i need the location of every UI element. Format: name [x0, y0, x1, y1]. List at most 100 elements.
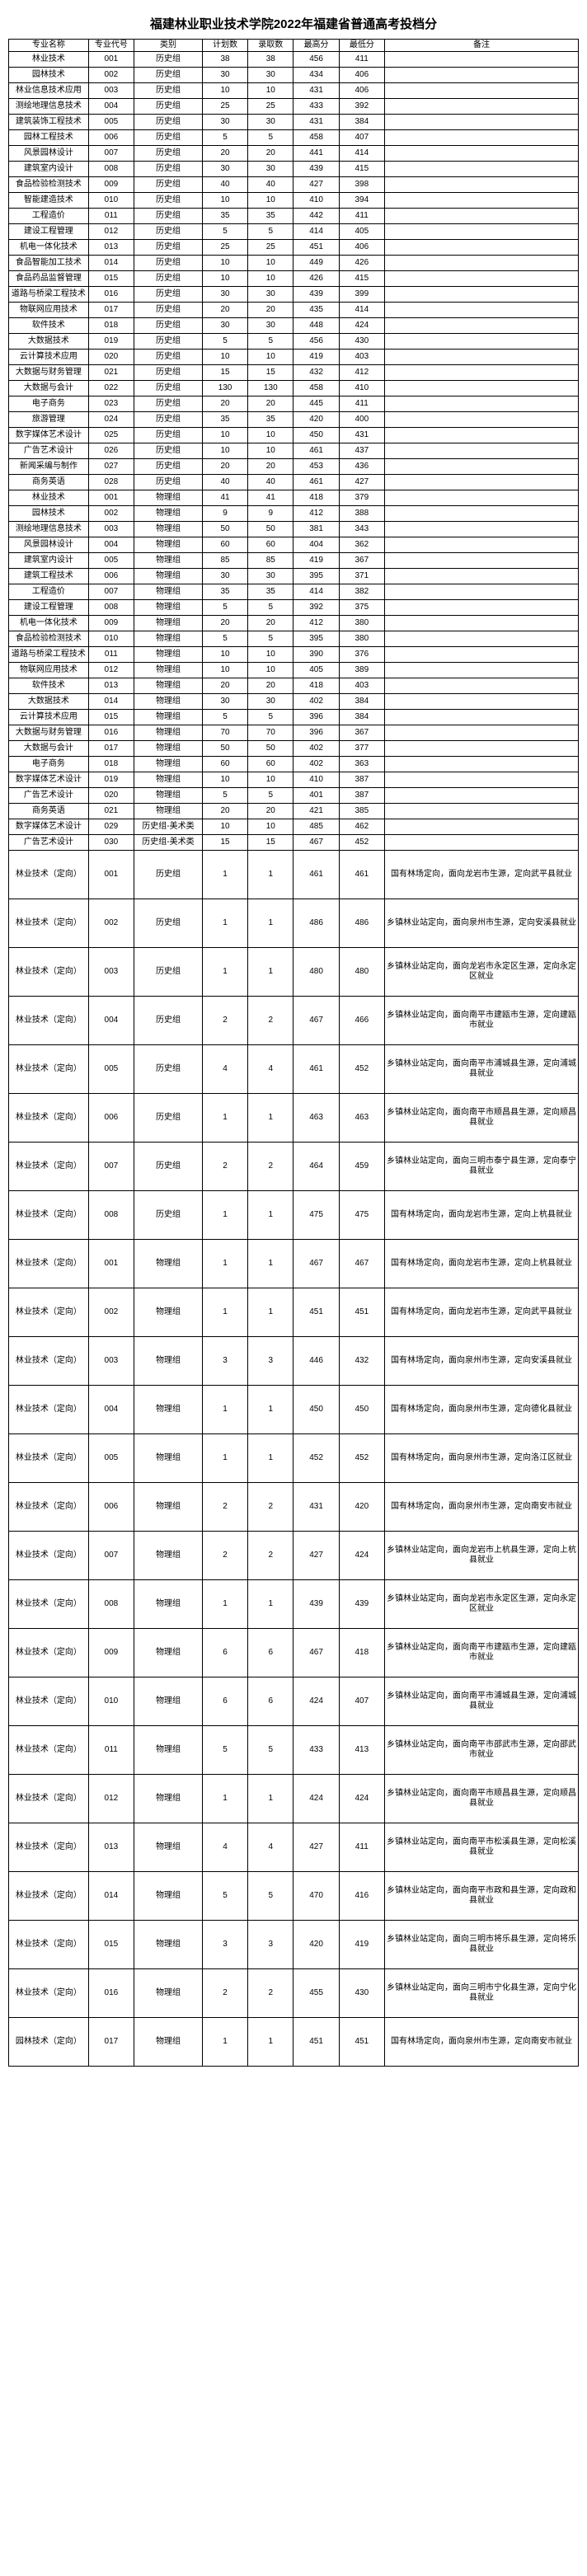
- table-cell: 乡镇林业站定向，面向泉州市生源，定向安溪县就业: [384, 899, 578, 948]
- table-cell: 物理组: [134, 1240, 203, 1288]
- table-cell: 003: [88, 1337, 134, 1386]
- table-cell: 013: [88, 678, 134, 694]
- table-cell: 2: [202, 1532, 247, 1580]
- table-cell: 362: [339, 537, 384, 553]
- table-row: 林业技术（定向）009物理组66467418乡镇林业站定向，面向南平市建瓯市生源…: [9, 1629, 579, 1677]
- table-cell: 乡镇林业站定向，面向三明市将乐县生源，定向将乐县就业: [384, 1921, 578, 1969]
- table-row: 智能建造技术010历史组1010410394: [9, 193, 579, 209]
- table-cell: 1: [202, 948, 247, 997]
- table-cell: 5: [248, 600, 294, 616]
- table-cell: 20: [248, 396, 294, 412]
- table-cell: 467: [339, 1240, 384, 1288]
- table-cell: 20: [248, 804, 294, 819]
- table-cell: 1: [202, 1434, 247, 1483]
- table-cell: 林业技术（定向）: [9, 948, 89, 997]
- table-cell: 35: [202, 584, 247, 600]
- table-cell: 467: [294, 1240, 339, 1288]
- table-cell: 乡镇林业站定向，面向南平市浦城县生源，定向浦城县就业: [384, 1677, 578, 1726]
- table-cell: 历史组: [134, 99, 203, 115]
- table-cell: 电子商务: [9, 396, 89, 412]
- table-cell: 436: [339, 459, 384, 475]
- table-cell: 历史组: [134, 1191, 203, 1240]
- table-cell: 5: [248, 1726, 294, 1775]
- table-cell: 398: [339, 177, 384, 193]
- header-admit-count: 录取数: [248, 40, 294, 52]
- table-cell: 2: [248, 997, 294, 1045]
- table-cell: 016: [88, 1969, 134, 2018]
- table-cell: 1: [248, 1775, 294, 1823]
- table-cell: 历史组: [134, 287, 203, 303]
- table-cell: 食品检验检测技术: [9, 631, 89, 647]
- table-cell: 461: [294, 1045, 339, 1094]
- table-cell: 015: [88, 271, 134, 287]
- table-cell: 38: [202, 52, 247, 68]
- table-cell: 412: [294, 506, 339, 522]
- table-cell: 数字媒体艺术设计: [9, 819, 89, 835]
- table-cell: 461: [294, 475, 339, 490]
- table-cell: 20: [202, 303, 247, 318]
- table-cell: 食品检验检测技术: [9, 177, 89, 193]
- table-cell: [384, 396, 578, 412]
- table-cell: 物理组: [134, 1580, 203, 1629]
- table-cell: 10: [202, 193, 247, 209]
- table-cell: 389: [339, 663, 384, 678]
- table-cell: 410: [339, 381, 384, 396]
- table-cell: 004: [88, 99, 134, 115]
- table-row: 建设工程管理012历史组55414405: [9, 224, 579, 240]
- table-cell: 003: [88, 83, 134, 99]
- table-cell: 414: [339, 303, 384, 318]
- table-cell: 20: [248, 459, 294, 475]
- table-cell: 历史组: [134, 899, 203, 948]
- table-cell: 5: [248, 631, 294, 647]
- table-cell: 建筑室内设计: [9, 553, 89, 569]
- table-cell: 451: [294, 240, 339, 256]
- table-cell: 历史组: [134, 162, 203, 177]
- table-row: 林业技术（定向）004历史组22467466乡镇林业站定向，面向南平市建瓯市生源…: [9, 997, 579, 1045]
- table-cell: 419: [294, 553, 339, 569]
- table-cell: 405: [339, 224, 384, 240]
- table-cell: 402: [294, 757, 339, 772]
- table-cell: 5: [202, 710, 247, 725]
- table-cell: 406: [339, 240, 384, 256]
- table-cell: 6: [202, 1629, 247, 1677]
- table-row: 园林工程技术006历史组55458407: [9, 130, 579, 146]
- table-cell: 40: [248, 475, 294, 490]
- table-cell: 004: [88, 1386, 134, 1434]
- table-cell: 392: [339, 99, 384, 115]
- table-cell: 林业技术（定向）: [9, 1288, 89, 1337]
- table-row: 建筑装饰工程技术005历史组3030431384: [9, 115, 579, 130]
- table-cell: 420: [294, 1921, 339, 1969]
- table-cell: [384, 146, 578, 162]
- table-cell: [384, 365, 578, 381]
- table-cell: 012: [88, 224, 134, 240]
- table-cell: 402: [294, 694, 339, 710]
- table-cell: [384, 209, 578, 224]
- table-cell: [384, 177, 578, 193]
- table-cell: 414: [294, 584, 339, 600]
- table-cell: 物理组: [134, 1629, 203, 1677]
- table-cell: 020: [88, 350, 134, 365]
- table-cell: 乡镇林业站定向，面向南平市顺昌县生源，定向顺昌县就业: [384, 1094, 578, 1143]
- table-cell: 30: [248, 318, 294, 334]
- table-cell: 2: [248, 1969, 294, 2018]
- table-cell: 376: [339, 647, 384, 663]
- table-cell: 物理组: [134, 1775, 203, 1823]
- table-cell: 35: [202, 209, 247, 224]
- table-row: 食品智能加工技术014历史组1010449426: [9, 256, 579, 271]
- table-cell: 002: [88, 1288, 134, 1337]
- table-row: 云计算技术应用020历史组1010419403: [9, 350, 579, 365]
- table-cell: 018: [88, 318, 134, 334]
- table-cell: 历史组: [134, 256, 203, 271]
- table-cell: 005: [88, 553, 134, 569]
- table-row: 林业技术001物理组4141418379: [9, 490, 579, 506]
- table-cell: 011: [88, 1726, 134, 1775]
- table-cell: 林业技术（定向）: [9, 997, 89, 1045]
- table-cell: 历史组: [134, 271, 203, 287]
- table-cell: 物理组: [134, 647, 203, 663]
- table-row: 物联网应用技术017历史组2020435414: [9, 303, 579, 318]
- table-cell: 012: [88, 1775, 134, 1823]
- table-cell: 林业技术（定向）: [9, 1191, 89, 1240]
- table-cell: 002: [88, 506, 134, 522]
- table-cell: 020: [88, 788, 134, 804]
- table-cell: 435: [294, 303, 339, 318]
